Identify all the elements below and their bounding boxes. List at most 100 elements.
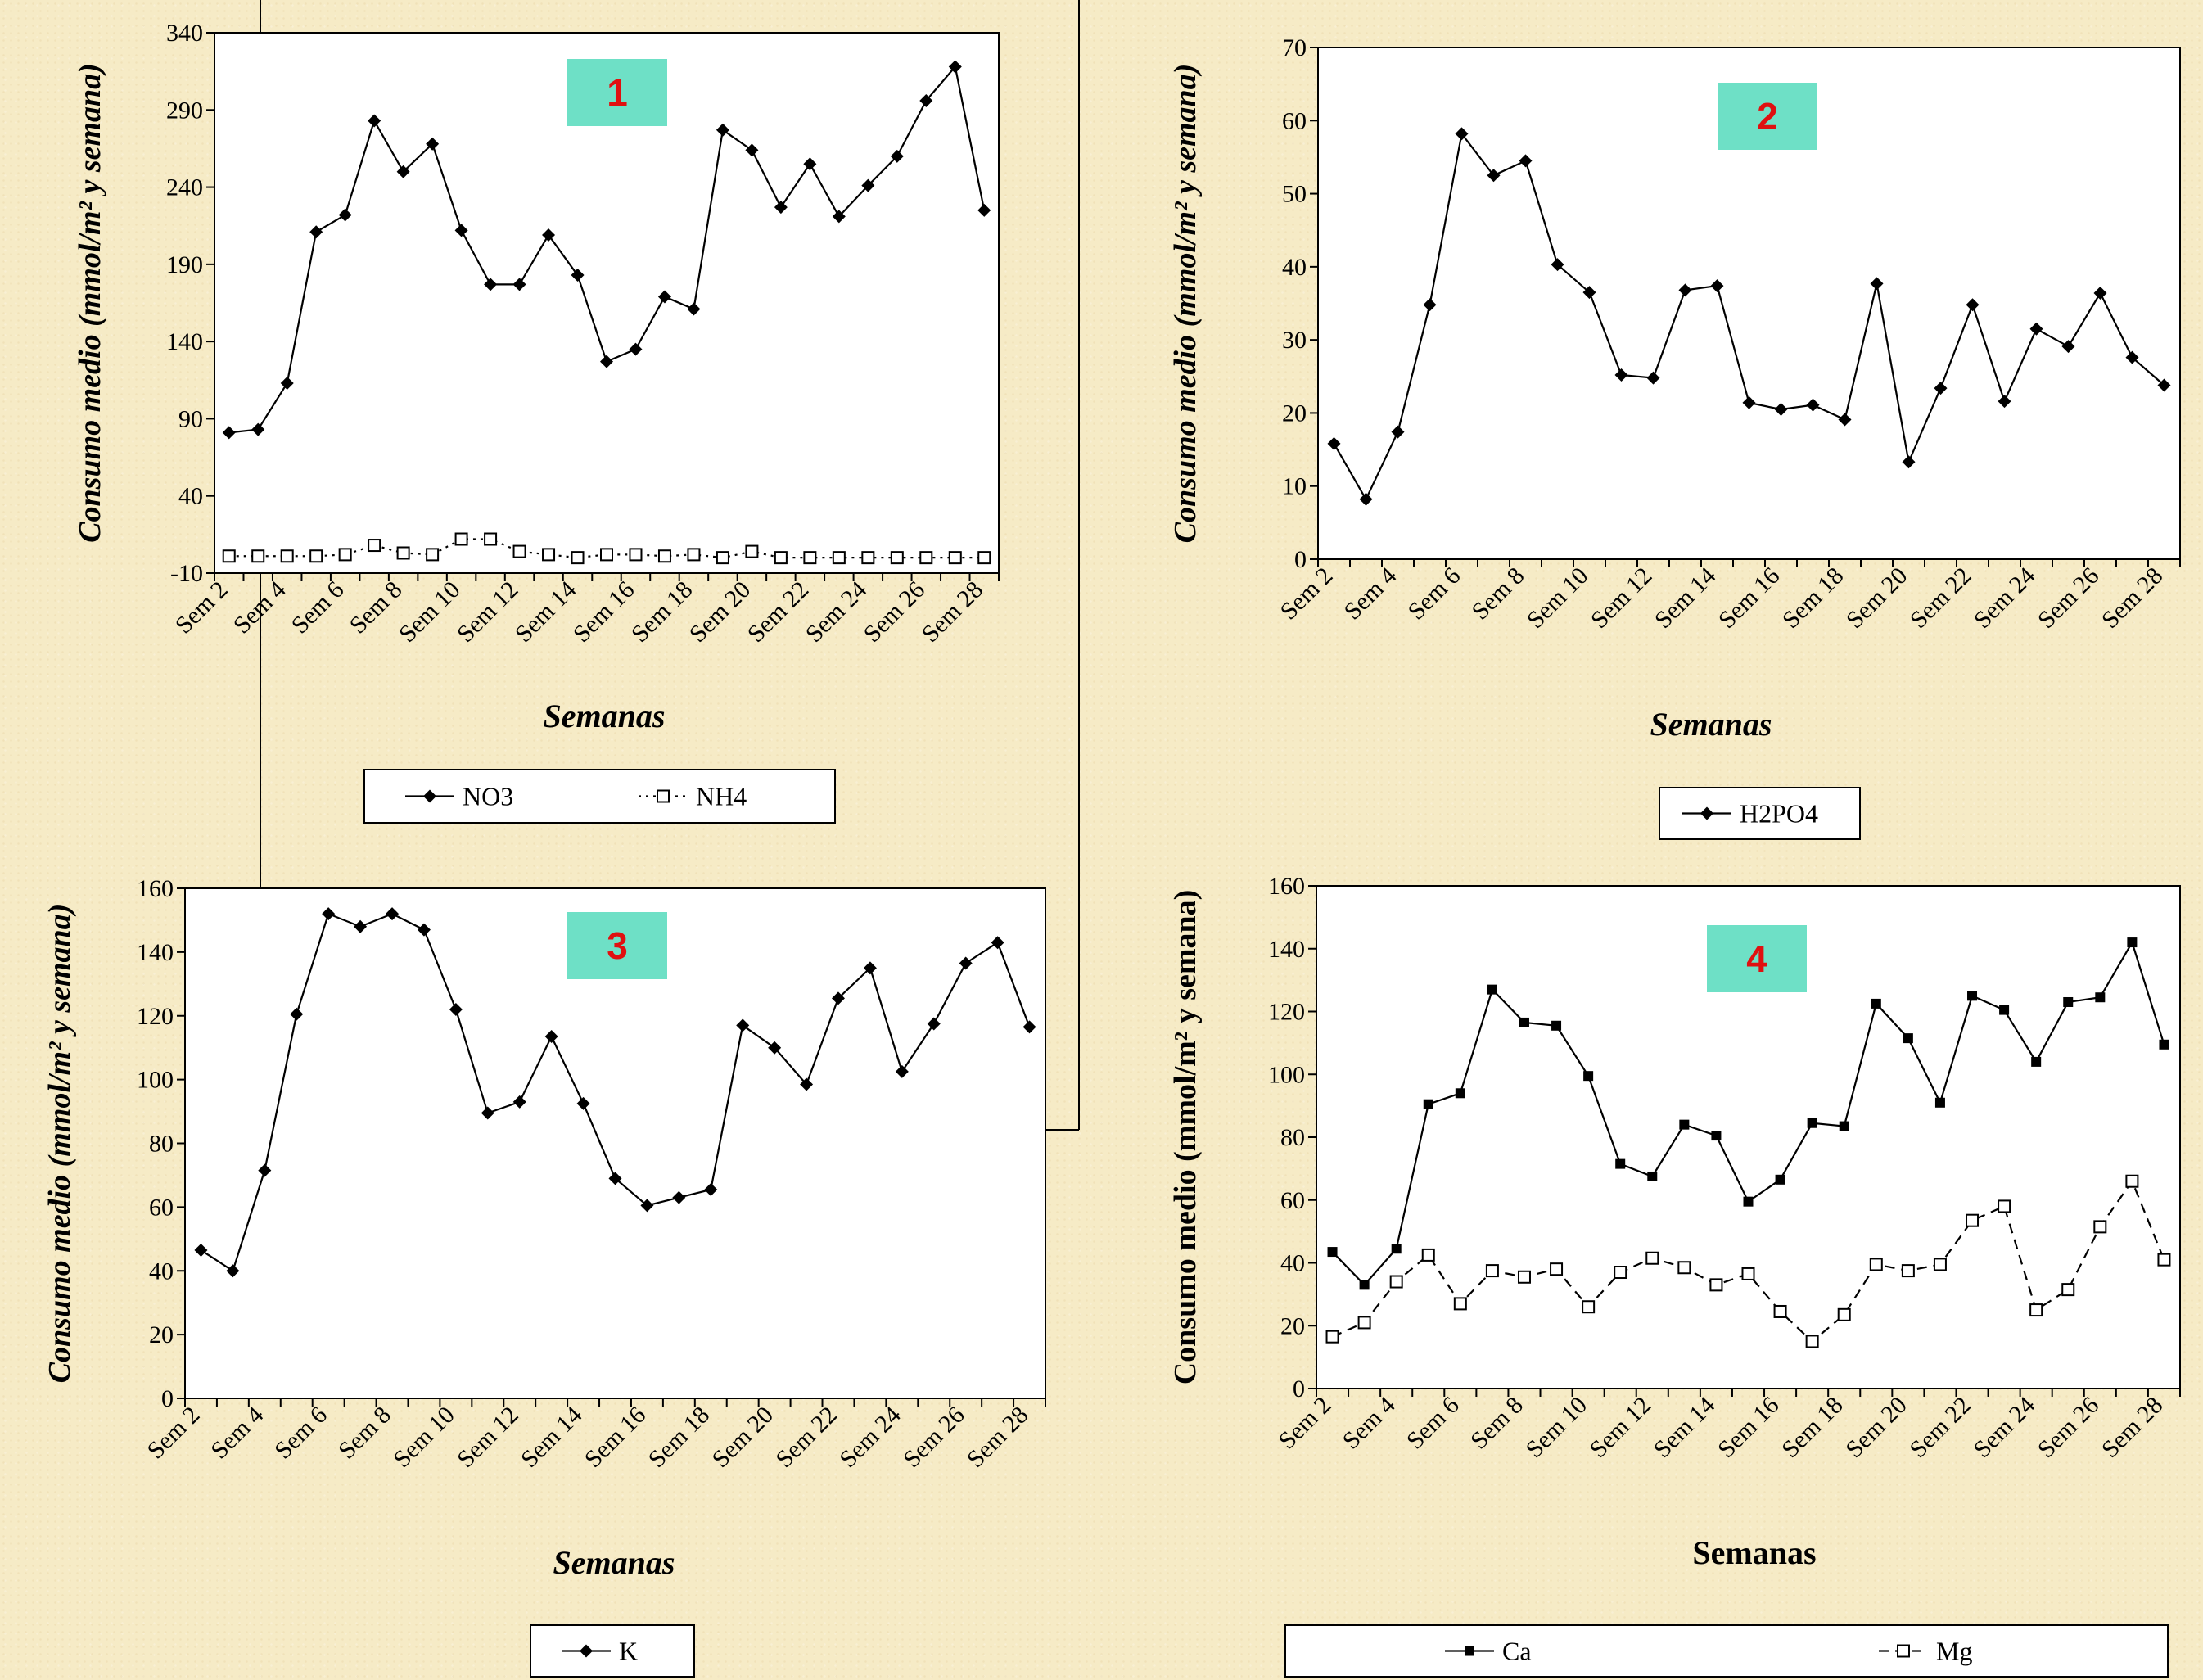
chart-number-badge	[567, 912, 667, 979]
data-point-NH4	[832, 551, 846, 565]
y-tick-label: 100	[1268, 1061, 1305, 1088]
data-point-NH4	[657, 549, 671, 563]
data-point-Mg	[1389, 1275, 1403, 1289]
y-axis-title: Consumo medio (mmol/m² y semana)	[43, 904, 77, 1384]
data-point-Mg	[1773, 1304, 1787, 1318]
x-tick-label: Sem 8	[1465, 1392, 1528, 1455]
data-point-NO3	[977, 203, 991, 217]
data-point-K	[608, 1172, 622, 1185]
data-point-K	[481, 1106, 494, 1120]
legend-marker-H2PO4	[1700, 806, 1713, 820]
data-point-K	[322, 907, 336, 921]
data-point-K	[386, 907, 400, 921]
data-point-Mg	[2157, 1253, 2171, 1267]
y-tick-label: 160	[137, 875, 174, 902]
x-tick-label: Sem 24	[801, 576, 873, 648]
data-point-Mg	[1901, 1264, 1915, 1278]
data-point-NH4	[745, 544, 759, 558]
chart-number-label: 2	[1757, 95, 1778, 138]
chart-number-badge	[1707, 925, 1807, 992]
y-axis-title: Consumo medio (mmol/m² y semana)	[73, 63, 107, 543]
y-tick-label: 20	[1280, 1312, 1305, 1339]
chart-number-badge	[1718, 83, 1817, 150]
data-point-H2PO4	[1614, 368, 1628, 382]
x-tick-label: Sem 24	[1969, 562, 2041, 635]
data-point-Ca	[2031, 1056, 2042, 1067]
data-point-Ca	[1359, 1280, 1370, 1290]
data-point-K	[768, 1041, 782, 1055]
data-point-H2PO4	[2029, 322, 2043, 336]
data-point-NH4	[948, 551, 962, 565]
x-tick-label: Sem 10	[1521, 1392, 1593, 1464]
data-point-NH4	[368, 539, 381, 553]
data-point-Ca	[2095, 992, 2106, 1003]
y-tick-label: 80	[149, 1131, 174, 1158]
data-point-H2PO4	[2093, 287, 2107, 300]
x-axis-title: Semanas	[553, 1544, 675, 1581]
data-point-K	[194, 1243, 208, 1257]
data-point-NO3	[251, 422, 265, 436]
data-point-NO3	[745, 143, 759, 157]
data-point-Mg	[1325, 1330, 1339, 1344]
x-tick-label: Sem 4	[1338, 1392, 1401, 1455]
data-point-K	[576, 1096, 590, 1110]
y-tick-label: 10	[1282, 473, 1307, 500]
x-tick-label: Sem 24	[1969, 1392, 2041, 1464]
data-point-K	[290, 1007, 304, 1021]
x-tick-label: Sem 18	[626, 576, 698, 648]
data-point-H2PO4	[1998, 395, 2011, 409]
data-point-NO3	[484, 278, 498, 291]
data-point-NO3	[629, 342, 643, 356]
y-tick-label: 140	[1268, 936, 1305, 963]
x-tick-label: Sem 2	[1274, 1392, 1337, 1455]
data-point-Mg	[2125, 1174, 2139, 1188]
data-point-Ca	[1615, 1158, 1626, 1169]
y-tick-label: 50	[1282, 181, 1307, 208]
data-point-K	[1022, 1020, 1036, 1034]
data-point-Mg	[1357, 1316, 1371, 1330]
data-point-NO3	[222, 426, 236, 440]
y-axis-title: Consumo medio (mmol/m² y semana)	[1168, 890, 1203, 1385]
chart-number-label: 4	[1746, 937, 1767, 980]
y-tick-label: 70	[1282, 34, 1307, 61]
x-tick-label: Sem 6	[1402, 562, 1465, 625]
data-point-NO3	[368, 114, 381, 128]
y-tick-label: 290	[166, 97, 203, 124]
data-point-NH4	[890, 551, 904, 565]
chart-number-label: 3	[607, 924, 628, 967]
x-tick-label: Sem 16	[568, 576, 640, 648]
data-point-Mg	[1614, 1266, 1627, 1280]
y-tick-label: 190	[166, 251, 203, 278]
y-tick-label: 120	[1268, 999, 1305, 1026]
data-point-Ca	[1679, 1119, 1690, 1130]
data-point-Mg	[2093, 1220, 2107, 1234]
data-point-H2PO4	[1678, 283, 1692, 297]
y-tick-label: 90	[178, 405, 203, 432]
data-point-Mg	[1517, 1270, 1531, 1284]
x-tick-label: Sem 18	[643, 1402, 716, 1474]
y-tick-label: 240	[166, 174, 203, 201]
data-point-H2PO4	[2061, 340, 2075, 354]
data-point-Mg	[1645, 1251, 1659, 1265]
x-tick-label: Sem 8	[1466, 562, 1529, 625]
data-point-Mg	[1550, 1262, 1564, 1276]
x-tick-label: Sem 6	[287, 576, 350, 639]
data-point-Ca	[1423, 1099, 1433, 1109]
data-point-NO3	[600, 355, 613, 368]
data-point-K	[512, 1095, 526, 1109]
legend-box	[530, 1624, 695, 1678]
legend-marker-NO3	[423, 789, 436, 803]
x-tick-label: Sem 14	[516, 1402, 588, 1474]
x-tick-label: Sem 8	[333, 1402, 396, 1465]
y-tick-label: 40	[149, 1258, 174, 1285]
y-tick-label: 60	[149, 1194, 174, 1221]
y-tick-label: 140	[166, 328, 203, 355]
data-point-Ca	[1519, 1017, 1529, 1027]
data-point-NH4	[919, 551, 933, 565]
data-point-NH4	[280, 549, 294, 563]
x-tick-label: Sem 28	[2097, 1392, 2169, 1464]
